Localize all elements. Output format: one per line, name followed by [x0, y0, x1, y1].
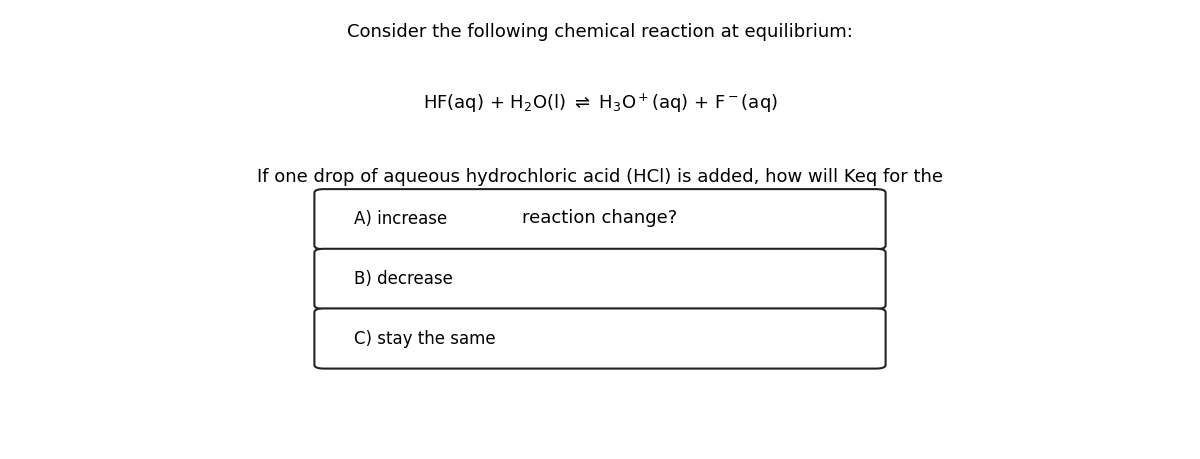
Text: A) increase: A) increase: [354, 210, 448, 228]
FancyBboxPatch shape: [314, 249, 886, 309]
Text: B) decrease: B) decrease: [354, 270, 452, 288]
Text: If one drop of aqueous hydrochloric acid (HCl) is added, how will Keq for the: If one drop of aqueous hydrochloric acid…: [257, 168, 943, 185]
FancyBboxPatch shape: [314, 189, 886, 249]
Text: Consider the following chemical reaction at equilibrium:: Consider the following chemical reaction…: [347, 23, 853, 41]
FancyBboxPatch shape: [314, 308, 886, 369]
Text: reaction change?: reaction change?: [522, 209, 678, 227]
Text: C) stay the same: C) stay the same: [354, 330, 496, 347]
Text: HF(aq) + H$_2$O(l) $\rightleftharpoons$ H$_3$O$^+$(aq) + F$^-$(aq): HF(aq) + H$_2$O(l) $\rightleftharpoons$ …: [422, 92, 778, 115]
